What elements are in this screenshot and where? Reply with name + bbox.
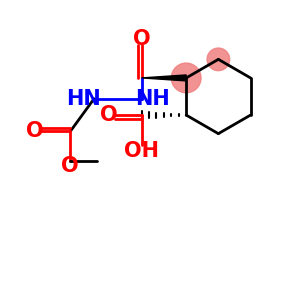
Text: O: O <box>26 122 44 141</box>
Polygon shape <box>142 75 186 81</box>
Text: O: O <box>133 29 150 49</box>
Circle shape <box>171 63 201 93</box>
Text: HN: HN <box>66 89 101 109</box>
Text: O: O <box>61 156 79 176</box>
Text: NH: NH <box>135 89 170 109</box>
Circle shape <box>207 48 230 70</box>
Text: OH: OH <box>124 141 159 161</box>
Text: O: O <box>100 105 118 125</box>
